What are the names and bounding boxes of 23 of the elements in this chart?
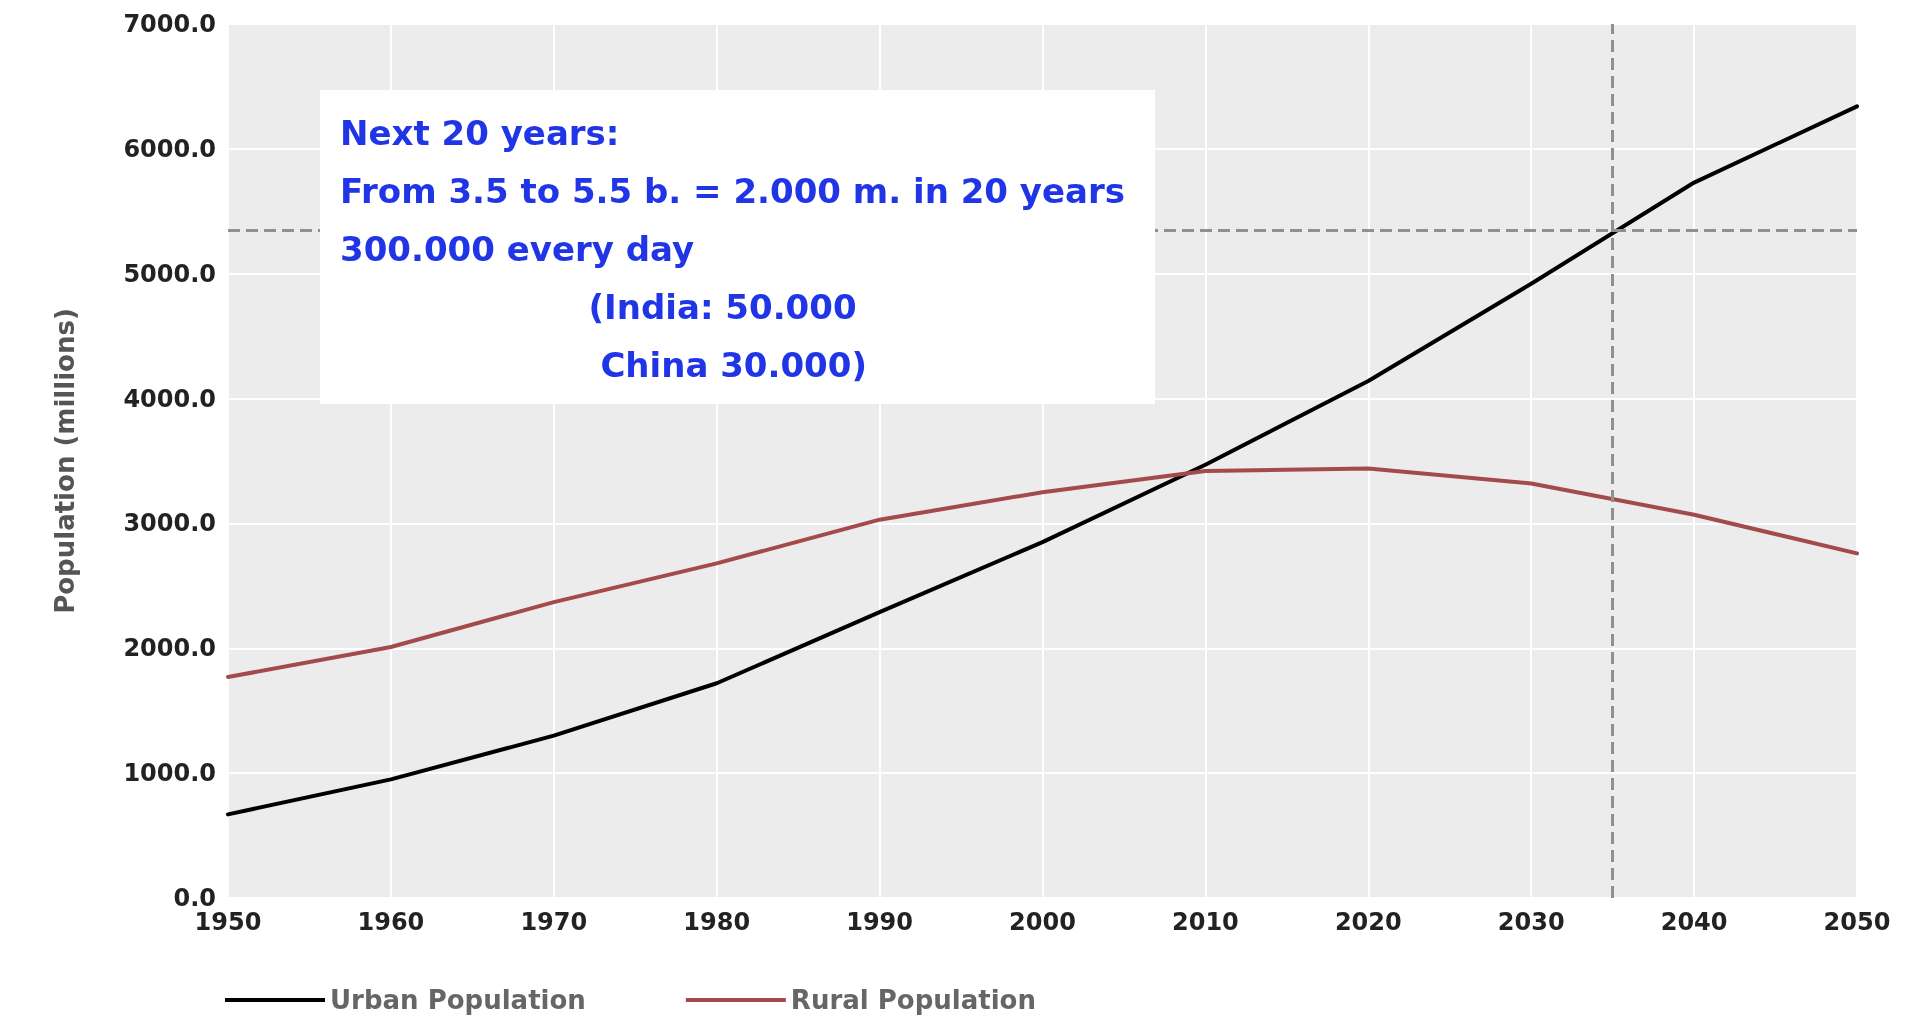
x-tick-label: 2050 bbox=[1823, 908, 1891, 936]
y-tick-label: 4000.0 bbox=[123, 384, 216, 413]
x-tick-label: 2040 bbox=[1660, 908, 1728, 936]
y-tick-label: 7000.0 bbox=[123, 10, 216, 38]
y-tick-label: 5000.0 bbox=[123, 259, 216, 288]
y-tick-label: 2000.0 bbox=[123, 634, 216, 663]
x-tick-label: 2020 bbox=[1334, 908, 1402, 936]
y-tick-label: 1000.0 bbox=[123, 759, 216, 788]
x-tick-label: 2010 bbox=[1172, 908, 1239, 936]
legend-label: Urban Population bbox=[330, 985, 586, 1015]
x-tick-label: 2030 bbox=[1497, 908, 1565, 936]
line-series bbox=[226, 466, 1859, 679]
y-tick-label: 6000.0 bbox=[123, 134, 216, 163]
y-axis-title: Population (millions) bbox=[50, 308, 80, 614]
x-tick-label: 2000 bbox=[1009, 908, 1076, 936]
line-series bbox=[226, 104, 1859, 817]
x-tick-label: 1990 bbox=[846, 908, 913, 936]
x-tick-label: 1960 bbox=[357, 908, 425, 936]
y-tick-label: 3000.0 bbox=[123, 509, 216, 538]
x-tick-label: 1980 bbox=[683, 908, 751, 936]
annotation: Next 20 years: From 3.5 to 5.5 b. = 2.000 m. in 20 years 300.000 every day (India: 50.000 China 30.000) bbox=[340, 113, 1126, 385]
x-tick-label: 1970 bbox=[520, 908, 588, 936]
legend-label: Rural Population bbox=[790, 985, 1036, 1015]
